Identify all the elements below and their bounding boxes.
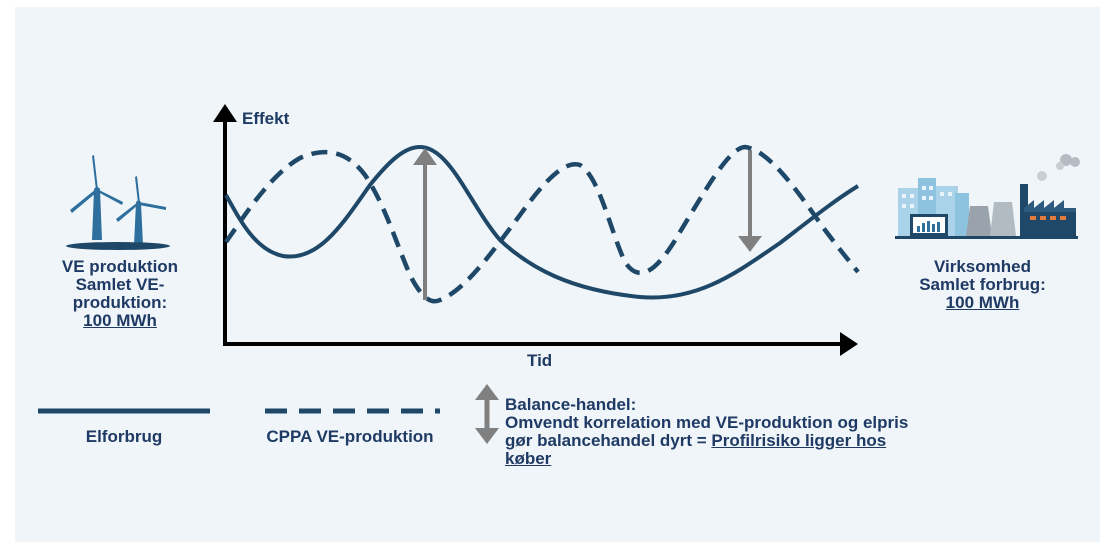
ve-production-subtitle-1: Samlet VE-	[75, 275, 165, 294]
y-axis-arrowhead	[213, 104, 237, 122]
company-title: Virksomhed	[933, 257, 1031, 276]
x-axis-arrowhead	[840, 332, 858, 356]
company-amount: 100 MWh	[945, 293, 1020, 312]
ve-production-block: VE produktion Samlet VE- produktion: 100…	[40, 258, 200, 330]
elforbrug-curve	[224, 144, 860, 300]
note-title: Balance-handel:	[505, 395, 637, 414]
y-axis-label: Effekt	[242, 109, 290, 128]
background-panel	[15, 7, 1100, 542]
factory-icon	[895, 154, 1080, 239]
chart-axes	[213, 104, 858, 356]
double-arrow-icon	[475, 384, 499, 444]
balance-note: Balance-handel: Omvendt korrelation med …	[505, 396, 1065, 468]
legend-solid-label: Elforbrug	[85, 427, 163, 446]
cppa-curve	[224, 144, 860, 304]
ve-production-amount: 100 MWh	[83, 311, 157, 330]
company-subtitle: Samlet forbrug:	[919, 275, 1046, 294]
note-line-1: Omvendt korrelation med VE-produktion og…	[505, 413, 909, 432]
x-axis-label: Tid	[527, 351, 553, 370]
legend-dashed-label: CPPA VE-produktion	[266, 427, 434, 446]
note-line-2: gør balancehandel dyrt = Profilrisiko li…	[505, 432, 1065, 450]
balance-arrow-up	[413, 148, 437, 300]
wind-turbine-icon	[66, 155, 170, 250]
company-block: Virksomhed Samlet forbrug: 100 MWh	[885, 258, 1080, 312]
note-line-2-link: Profilrisiko ligger hos	[711, 431, 887, 450]
balance-arrow-down	[738, 150, 762, 252]
ve-production-subtitle-2: produktion:	[72, 293, 168, 312]
note-line-3-link: køber	[505, 449, 552, 468]
ve-production-title: VE produktion	[61, 257, 179, 276]
note-line-2-prefix: gør balancehandel dyrt =	[505, 431, 712, 450]
